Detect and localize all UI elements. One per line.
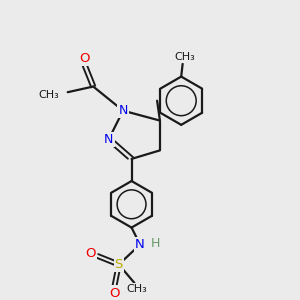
Text: N: N: [104, 133, 113, 146]
Text: S: S: [115, 258, 123, 271]
Text: CH₃: CH₃: [38, 90, 59, 100]
Text: CH₃: CH₃: [127, 284, 148, 294]
Text: O: O: [80, 52, 90, 64]
Text: N: N: [135, 238, 145, 251]
Text: N: N: [118, 104, 128, 117]
Text: O: O: [109, 287, 120, 300]
Text: H: H: [151, 237, 160, 250]
Text: CH₃: CH₃: [175, 52, 195, 62]
Text: O: O: [85, 247, 96, 260]
